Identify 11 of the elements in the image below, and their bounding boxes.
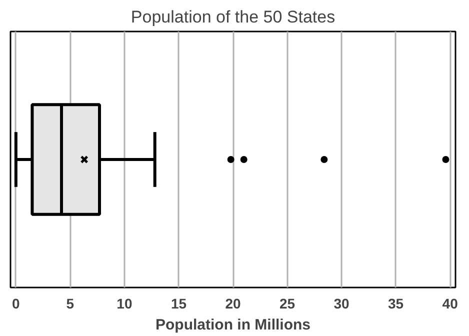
x-tick-label: 15 — [170, 296, 187, 312]
x-tick-label: 0 — [12, 296, 20, 312]
x-tick-label: 10 — [116, 296, 132, 312]
chart-title: Population of the 50 States — [130, 8, 336, 26]
x-tick-label: 40 — [442, 296, 458, 312]
x-axis-title: Population in Millions — [156, 316, 311, 334]
x-tick-label: 5 — [66, 296, 74, 312]
x-tick-label: 35 — [388, 296, 404, 312]
x-tick-label: 30 — [334, 296, 350, 312]
x-tick-label: 25 — [279, 296, 296, 312]
x-tick-label: 20 — [225, 296, 241, 312]
